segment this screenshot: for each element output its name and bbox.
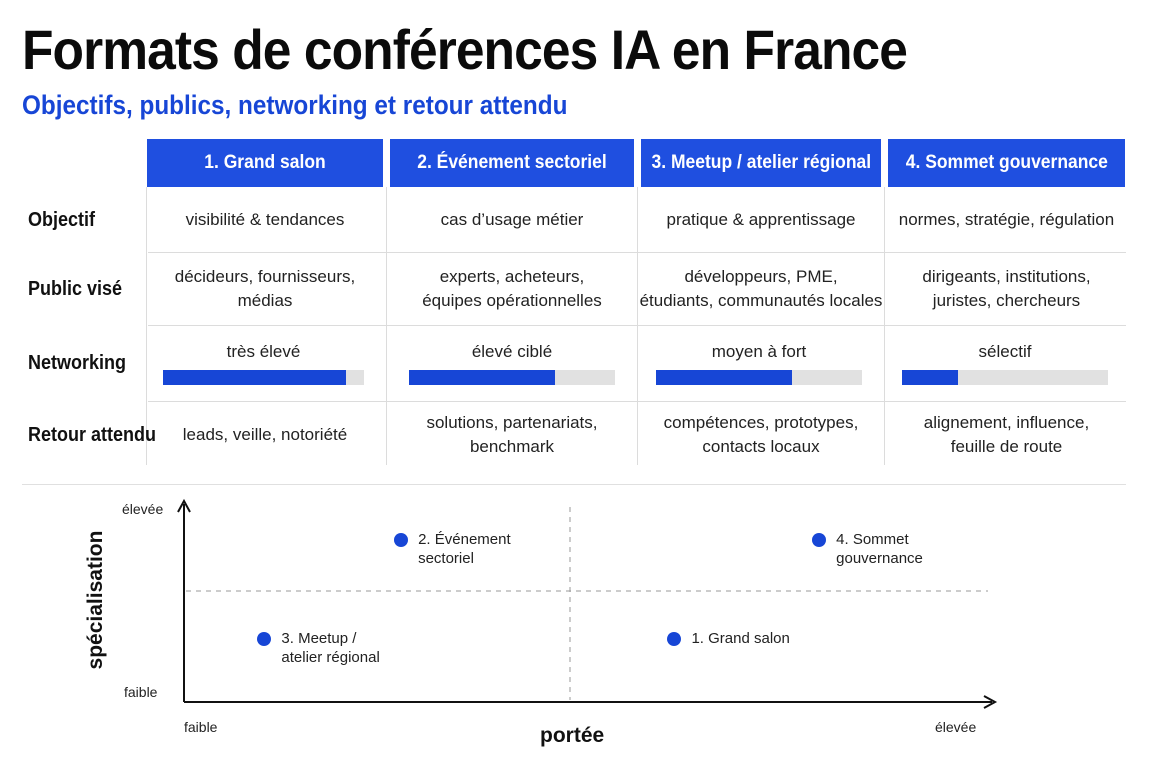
- cell-objectif: cas d’usage métier: [440, 210, 584, 229]
- networking-level-label: moyen à fort: [711, 342, 807, 361]
- cell-retour: solutions, partenariats, benchmark: [426, 413, 598, 456]
- x-axis-low-label: faible: [184, 719, 218, 735]
- cell-objectif: pratique & apprentissage: [666, 210, 856, 229]
- networking-bar-fill: [656, 370, 792, 385]
- networking-level-label: très élevé: [226, 342, 301, 361]
- cell-objectif: visibilité & tendances: [185, 210, 345, 229]
- cell-retour: alignement, influence, feuille de route: [923, 413, 1090, 456]
- cell-public: décideurs, fournisseurs, médias: [174, 267, 356, 310]
- row-label-objectif: Objectif: [28, 208, 96, 231]
- networking-bar: [163, 370, 364, 385]
- quadrant-point-dot: [812, 532, 827, 547]
- quadrant-point-label: 1. Grand salon: [691, 629, 790, 647]
- networking-level-label: sélectif: [978, 342, 1032, 361]
- quadrant-point-dot: [394, 532, 409, 547]
- x-axis-high-label: élevée: [935, 719, 977, 735]
- networking-bar: [656, 370, 862, 385]
- networking-bar: [902, 370, 1108, 385]
- cell-retour: compétences, prototypes, contacts locaux: [663, 413, 859, 456]
- x-axis-title: portée: [540, 724, 605, 747]
- networking-bar: [409, 370, 615, 385]
- row-label-networking: Networking: [28, 352, 127, 374]
- cell-retour: leads, veille, notoriété: [182, 425, 348, 444]
- cell-public: dirigeants, institutions, juristes, cherc…: [922, 267, 1091, 310]
- page-title: Formats de conférences IA en France: [22, 18, 908, 81]
- cell-public: développeurs, PME, étudiants, communautés…: [639, 267, 883, 310]
- quadrant-point-label: 3. Meetup / atelier régional: [281, 629, 380, 666]
- column-divider: [637, 187, 638, 465]
- x-axis-arrow: [983, 695, 998, 709]
- quadrant-point-dot: [257, 631, 272, 646]
- networking-bar-fill: [902, 370, 958, 385]
- column-divider: [884, 187, 885, 465]
- cell-objectif: normes, stratégie, régulation: [898, 210, 1115, 229]
- column-header-grand-salon: 1. Grand salon: [147, 139, 383, 187]
- row-label-public: Public visé: [28, 277, 123, 300]
- y-axis-high-label: élevée: [122, 501, 164, 517]
- quadrant-point-label: 4. Sommet gouvernance: [836, 530, 923, 567]
- quadrant-point-label: 2. Événement sectoriel: [418, 530, 511, 567]
- column-divider: [386, 187, 387, 465]
- column-header-meetup: 3. Meetup / atelier régional: [641, 139, 881, 187]
- column-divider: [146, 187, 147, 465]
- section-divider: [22, 484, 1126, 485]
- page-subtitle: Objectifs, publics, networking et retour…: [22, 90, 568, 120]
- y-axis-low-label: faible: [124, 684, 158, 700]
- column-header-evenement-sectoriel: 2. Événement sectoriel: [390, 139, 634, 187]
- networking-bar-fill: [163, 370, 346, 385]
- networking-level-label: élevé ciblé: [471, 342, 553, 361]
- y-axis-arrow: [177, 498, 191, 513]
- row-label-retour: Retour attendu: [28, 423, 156, 446]
- quadrant-point-dot: [667, 631, 682, 646]
- y-axis-title: spécialisation: [84, 530, 107, 670]
- column-header-sommet-gouvernance: 4. Sommet gouvernance: [888, 139, 1125, 187]
- cell-public: experts, acheteurs, équipes opérationnell…: [422, 267, 602, 310]
- networking-bar-fill: [409, 370, 556, 385]
